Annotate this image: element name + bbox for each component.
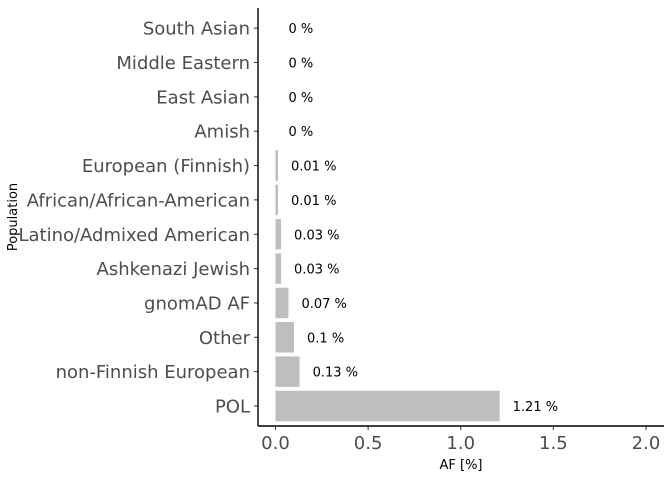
x-tick-label: 1.5	[539, 433, 568, 454]
category-label: Amish	[194, 122, 250, 143]
x-axis-title: AF [%]	[440, 458, 483, 473]
data-label: 1.21 %	[513, 400, 558, 415]
category-label: Middle Eastern	[116, 53, 250, 74]
category-label: non-Finnish European	[56, 362, 250, 383]
value-labels: 1.21 % 0.13 % 0.1 % 0.07 % 0.03 % 0.03 % 0.01 …	[289, 22, 559, 415]
category-label: South Asian	[143, 19, 250, 40]
x-tick-label: 2.0	[632, 433, 661, 454]
data-label: 0 %	[289, 91, 314, 106]
category-labels: POL non-Finnish European Other gnomAD AF Ash…	[18, 19, 250, 418]
bar	[275, 322, 295, 353]
category-label: POL	[215, 397, 250, 418]
bar	[275, 356, 300, 387]
data-label: 0.03 %	[294, 263, 339, 278]
category-label: Other	[199, 328, 251, 349]
bar	[275, 390, 500, 422]
category-label: East Asian	[156, 87, 250, 108]
x-tick-label: 0.0	[261, 433, 290, 454]
data-label: 0.1 %	[307, 331, 344, 346]
category-label: gnomAD AF	[144, 293, 250, 314]
bar	[275, 253, 282, 284]
y-axis-title: Population	[6, 183, 21, 251]
bar	[275, 219, 282, 250]
data-label: 0.01 %	[291, 194, 336, 209]
bars-group	[275, 150, 500, 422]
category-label: African/African-American	[27, 190, 250, 211]
data-label: 0 %	[289, 125, 314, 140]
x-axis-ticks: 0.0 0.5 1.0 1.5 2.0	[261, 426, 660, 454]
data-label: 0.03 %	[294, 228, 339, 243]
bar	[275, 287, 289, 319]
data-label: 0.01 %	[291, 160, 336, 175]
bar	[275, 184, 278, 216]
data-label: 0.07 %	[301, 297, 346, 312]
bar	[275, 150, 278, 181]
category-label: Latino/Admixed American	[18, 225, 250, 246]
data-label: 0.13 %	[313, 366, 358, 381]
category-label: European (Finnish)	[82, 156, 250, 177]
data-label: 0 %	[289, 57, 314, 72]
x-tick-label: 0.5	[354, 433, 383, 454]
data-label: 0 %	[289, 22, 314, 37]
x-tick-label: 1.0	[446, 433, 475, 454]
category-label: Ashkenazi Jewish	[97, 259, 250, 280]
